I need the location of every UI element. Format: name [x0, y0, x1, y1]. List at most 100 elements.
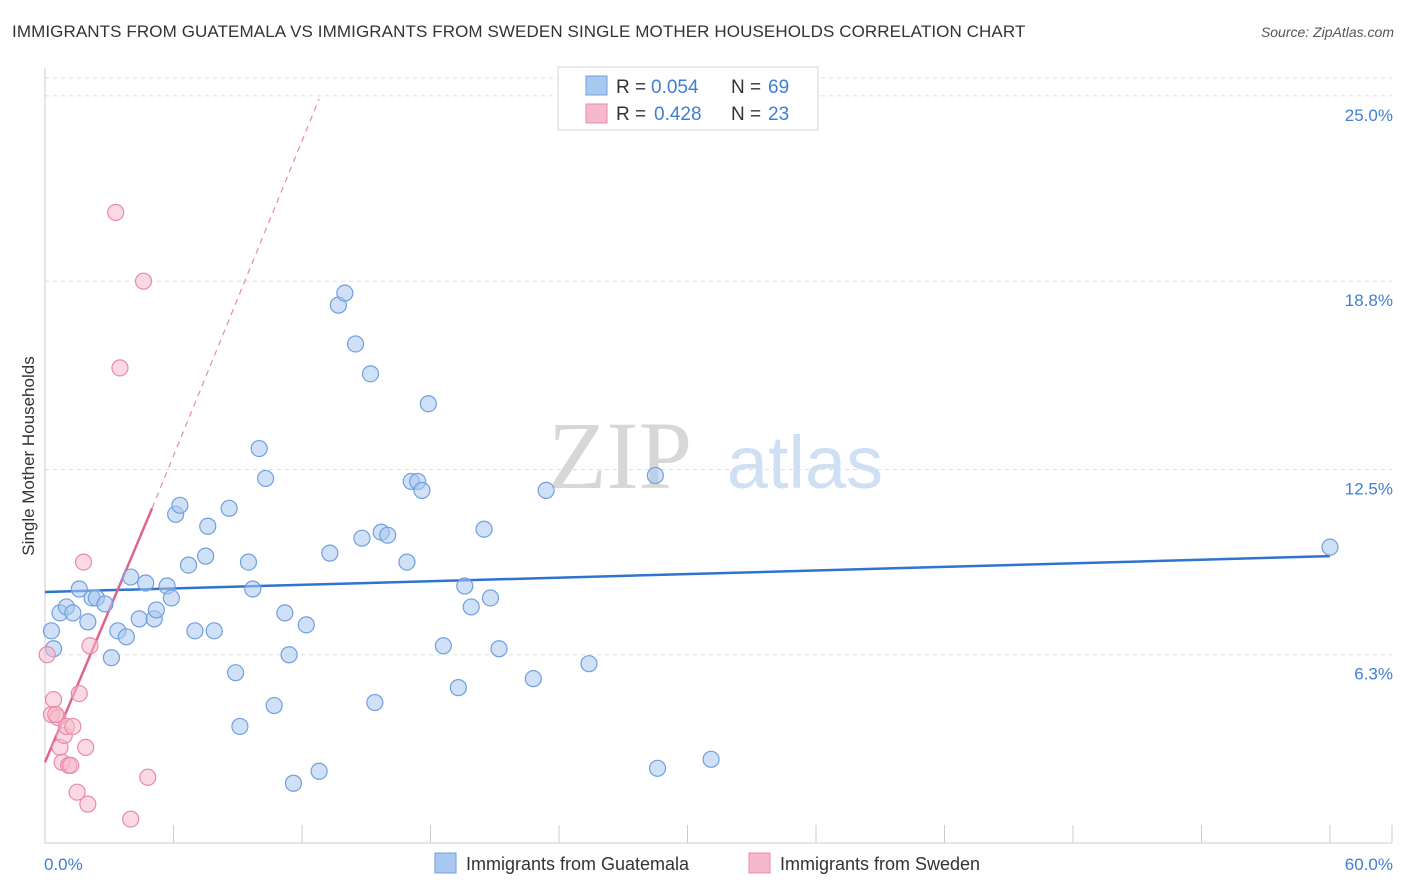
- point-guatemala: [475, 520, 493, 538]
- point-guatemala: [102, 649, 120, 667]
- axis-layer: 6.3% 12.5% 18.8% 25.0% 0.0% 60.0%: [44, 68, 1393, 874]
- point-sweden: [81, 637, 99, 655]
- point-guatemala: [481, 589, 500, 607]
- point-sweden: [70, 684, 88, 703]
- point-sweden: [62, 756, 80, 774]
- point-guatemala: [186, 622, 204, 640]
- point-guatemala: [117, 628, 135, 646]
- point-guatemala: [171, 496, 189, 514]
- point-sweden: [77, 738, 95, 756]
- bottom-legend-swatch-sweden: [748, 852, 771, 874]
- points-layer: [38, 203, 1339, 828]
- point-guatemala: [64, 604, 82, 622]
- trend-extension-sweden: [151, 98, 320, 509]
- point-guatemala: [179, 556, 198, 574]
- stats-legend-swatch-sweden: [585, 103, 608, 124]
- bottom-legend-label-guatemala: Immigrants from Guatemala: [466, 854, 690, 874]
- y-tick-label: 12.5%: [1345, 479, 1393, 498]
- point-guatemala: [449, 679, 467, 697]
- point-guatemala: [297, 616, 315, 634]
- stats-n-value-guatemala: 69: [768, 77, 789, 98]
- stats-r-label-guatemala: R =: [616, 77, 646, 98]
- trend-line-guatemala: [44, 554, 1331, 594]
- bottom-legend-label-sweden: Immigrants from Sweden: [780, 854, 980, 874]
- point-guatemala: [702, 750, 720, 768]
- point-guatemala: [580, 655, 598, 673]
- point-sweden: [134, 272, 153, 290]
- point-guatemala: [220, 499, 238, 517]
- point-guatemala: [137, 574, 155, 592]
- point-guatemala: [205, 622, 223, 640]
- y-tick-label: 18.8%: [1345, 291, 1393, 310]
- point-guatemala: [398, 553, 416, 571]
- point-guatemala: [646, 466, 664, 485]
- stats-r-value-guatemala: 0.054: [651, 77, 699, 98]
- point-guatemala: [361, 365, 380, 383]
- point-guatemala: [227, 664, 245, 682]
- stats-r-label-sweden: R =: [616, 104, 646, 125]
- point-guatemala: [456, 577, 474, 595]
- point-sweden: [74, 553, 93, 571]
- y-tick-label: 6.3%: [1354, 665, 1393, 684]
- point-sweden: [38, 646, 56, 664]
- watermark-atlas: atlas: [727, 421, 883, 504]
- stats-n-value-sweden: 23: [768, 104, 789, 125]
- point-guatemala: [256, 469, 275, 488]
- point-guatemala: [346, 335, 365, 353]
- point-guatemala: [366, 693, 384, 712]
- point-guatemala: [648, 759, 667, 777]
- stats-n-label-sweden: N =: [731, 104, 761, 125]
- point-guatemala: [419, 395, 437, 413]
- point-sweden: [68, 783, 86, 801]
- stats-legend-swatch-guatemala: [585, 75, 608, 96]
- point-guatemala: [122, 568, 140, 586]
- point-sweden: [107, 203, 125, 222]
- point-sweden: [64, 717, 82, 736]
- y-axis-title: Single Mother Households: [19, 356, 38, 555]
- point-guatemala: [353, 529, 371, 547]
- stats-legend: R = 0.054 N = 69 R = 0.428 N = 23: [557, 66, 819, 131]
- point-guatemala: [1321, 538, 1339, 556]
- stats-r-value-sweden: 0.428: [654, 104, 702, 125]
- point-sweden: [79, 795, 97, 813]
- point-guatemala: [147, 601, 165, 619]
- point-guatemala: [199, 517, 217, 535]
- point-guatemala: [197, 547, 215, 565]
- point-guatemala: [321, 544, 339, 562]
- x-tick-label: 0.0%: [44, 855, 83, 874]
- point-guatemala: [284, 774, 303, 792]
- point-guatemala: [130, 610, 148, 628]
- point-guatemala: [265, 696, 283, 715]
- point-guatemala: [434, 637, 452, 655]
- chart-title: IMMIGRANTS FROM GUATEMALA VS IMMIGRANTS …: [12, 22, 1026, 41]
- watermark-zip: ZIP: [548, 402, 692, 509]
- point-guatemala: [379, 526, 397, 544]
- source-label: Source: ZipAtlas.com: [1260, 24, 1394, 40]
- point-guatemala: [537, 481, 555, 499]
- x-tick-label: 60.0%: [1345, 855, 1393, 874]
- point-guatemala: [336, 284, 354, 302]
- point-guatemala: [413, 481, 431, 499]
- stats-n-label-guatemala: N =: [731, 77, 761, 98]
- point-sweden: [122, 810, 140, 828]
- point-guatemala: [280, 646, 298, 664]
- point-guatemala: [162, 589, 180, 607]
- point-guatemala: [42, 622, 61, 640]
- y-tick-label: 25.0%: [1345, 106, 1393, 125]
- point-guatemala: [244, 580, 262, 598]
- point-guatemala: [276, 604, 294, 622]
- bottom-legend-swatch-guatemala: [434, 852, 457, 874]
- point-guatemala: [462, 598, 480, 616]
- bottom-legend: Immigrants from Guatemala Immigrants fro…: [434, 852, 980, 874]
- point-guatemala: [524, 670, 542, 688]
- point-guatemala: [490, 640, 508, 658]
- point-guatemala: [239, 553, 258, 571]
- point-guatemala: [96, 595, 114, 613]
- point-guatemala: [250, 439, 268, 458]
- point-guatemala: [231, 717, 249, 736]
- point-sweden: [47, 705, 65, 724]
- point-guatemala: [310, 762, 328, 780]
- point-sweden: [111, 359, 129, 377]
- point-sweden: [44, 690, 63, 709]
